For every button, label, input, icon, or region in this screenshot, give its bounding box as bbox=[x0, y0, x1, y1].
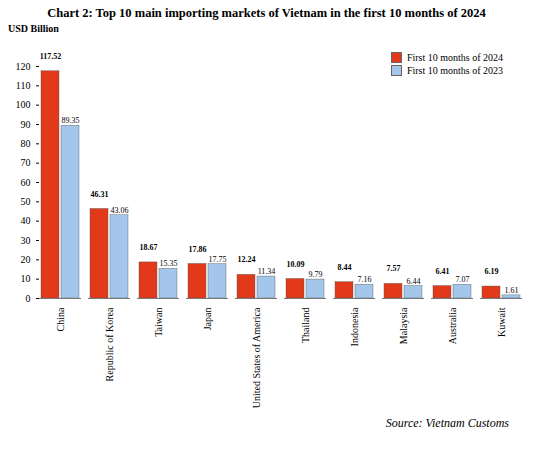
svg-text:12.24: 12.24 bbox=[238, 255, 256, 264]
svg-text:8.44: 8.44 bbox=[338, 263, 352, 272]
svg-text:6.41: 6.41 bbox=[436, 267, 450, 276]
svg-text:Japan: Japan bbox=[202, 308, 213, 331]
svg-text:Republic of Korea: Republic of Korea bbox=[104, 307, 115, 381]
svg-text:110: 110 bbox=[16, 80, 31, 91]
svg-text:6.44: 6.44 bbox=[407, 277, 421, 286]
html-text:Chart 2: Top 10 main importing: Chart 2: Top 10 main importing markets o… bbox=[47, 6, 486, 20]
svg-text:40: 40 bbox=[21, 215, 31, 226]
svg-text:90: 90 bbox=[21, 119, 31, 130]
svg-text:18.67: 18.67 bbox=[140, 243, 158, 252]
html-text:Source: Vietnam Customs: Source: Vietnam Customs bbox=[385, 416, 509, 430]
svg-text:117.52: 117.52 bbox=[40, 52, 62, 61]
svg-text:Thailand: Thailand bbox=[300, 308, 311, 344]
html-text:First 10 months of 2023: First 10 months of 2023 bbox=[406, 65, 503, 76]
svg-text:7.57: 7.57 bbox=[387, 264, 401, 273]
html-text:First 10 months of 2024: First 10 months of 2024 bbox=[406, 52, 503, 63]
svg-text:10: 10 bbox=[21, 273, 31, 284]
svg-text:1.61: 1.61 bbox=[505, 286, 519, 295]
svg-text:120: 120 bbox=[16, 61, 31, 72]
svg-text:Indonesia: Indonesia bbox=[349, 307, 360, 346]
svg-text:11.34: 11.34 bbox=[258, 267, 276, 276]
svg-text:46.31: 46.31 bbox=[91, 190, 109, 199]
svg-text:6.19: 6.19 bbox=[485, 267, 499, 276]
svg-text:9.79: 9.79 bbox=[309, 270, 323, 279]
svg-text:70: 70 bbox=[21, 157, 31, 168]
svg-text:7.16: 7.16 bbox=[358, 275, 372, 284]
svg-text:7.07: 7.07 bbox=[456, 275, 470, 284]
svg-text:Taiwan: Taiwan bbox=[153, 308, 164, 337]
svg-text:50: 50 bbox=[21, 196, 31, 207]
svg-text:17.75: 17.75 bbox=[209, 255, 227, 264]
svg-text:Australia: Australia bbox=[447, 307, 458, 344]
svg-text:Kuwait: Kuwait bbox=[496, 307, 507, 337]
svg-text:20: 20 bbox=[21, 254, 31, 265]
svg-text:60: 60 bbox=[21, 177, 31, 188]
svg-text:43.06: 43.06 bbox=[111, 206, 129, 215]
svg-text:0: 0 bbox=[26, 293, 31, 304]
svg-text:89.35: 89.35 bbox=[62, 116, 80, 125]
svg-text:China: China bbox=[55, 307, 66, 331]
svg-text:15.35: 15.35 bbox=[160, 259, 178, 268]
svg-text:United States of America: United States of America bbox=[251, 307, 262, 408]
html-text:USD Billion: USD Billion bbox=[8, 23, 59, 34]
svg-text:17.86: 17.86 bbox=[189, 245, 207, 254]
svg-text:10.09: 10.09 bbox=[287, 260, 305, 269]
svg-text:Malaysia: Malaysia bbox=[398, 307, 409, 344]
svg-text:80: 80 bbox=[21, 138, 31, 149]
svg-text:30: 30 bbox=[21, 235, 31, 246]
svg-text:100: 100 bbox=[16, 99, 31, 110]
